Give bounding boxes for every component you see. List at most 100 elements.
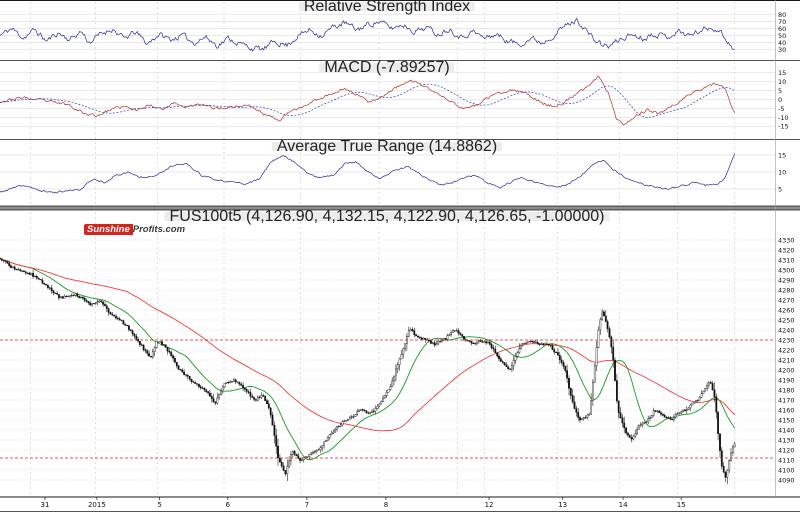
candle-body [733, 443, 736, 448]
candle-body [315, 449, 318, 452]
candle-body [442, 338, 445, 341]
candle-body [558, 355, 561, 361]
candle-body [223, 383, 226, 388]
candle-body [343, 420, 346, 422]
candle-body [444, 338, 447, 340]
candle-body [413, 330, 416, 335]
candle-body [527, 341, 530, 343]
candle-body [658, 410, 661, 413]
y-tick-label: 4290 [778, 276, 795, 284]
candle-body [564, 366, 567, 371]
x-tick-label: 14 [619, 501, 628, 509]
candle-body [546, 343, 548, 345]
candle-body [221, 386, 224, 392]
candle-body [382, 397, 384, 402]
candle-body [391, 380, 394, 387]
candle-body [428, 340, 430, 342]
candle-body [319, 447, 322, 450]
y-tick-label: 4150 [778, 416, 795, 424]
candle-body [293, 451, 296, 455]
candle-body [542, 343, 545, 346]
candle-body [291, 451, 294, 455]
y-tick-label: 4240 [778, 326, 795, 334]
candle-body [41, 279, 44, 284]
candle-body [138, 341, 141, 345]
candle-body [378, 403, 381, 407]
y-tick-label: 5 [778, 185, 782, 193]
candle-body [67, 295, 70, 297]
x-tick-label: 7 [305, 501, 309, 509]
candle-body [544, 343, 546, 346]
candle-body [496, 352, 499, 357]
candle-body [251, 396, 254, 398]
candle-body [113, 314, 116, 317]
candle-body [194, 381, 197, 384]
candle-body [264, 395, 267, 402]
candle-body [279, 457, 281, 463]
candle-body [87, 301, 90, 303]
candle-body [512, 360, 515, 366]
x-tick-label: 8 [384, 501, 388, 509]
candle-body [199, 386, 202, 389]
candle-body [468, 340, 471, 342]
candle-body [715, 396, 718, 413]
macd-panel-title: MACD (-7.89257) [319, 60, 455, 76]
candle-body [218, 394, 220, 399]
candle-body [660, 412, 662, 415]
y-tick-label: 4130 [778, 436, 795, 444]
candle-body [577, 412, 580, 418]
y-tick-label: 4190 [778, 376, 795, 384]
candle-body [267, 403, 270, 409]
candle-body [389, 386, 392, 390]
candle-body [216, 397, 219, 404]
candle-body [582, 417, 585, 420]
candle-body [706, 385, 709, 389]
candle-body [161, 341, 163, 345]
candle-body [560, 359, 563, 363]
candle-body [341, 421, 344, 426]
candle-body [52, 290, 55, 294]
candle-body [262, 395, 265, 397]
candle-body [461, 334, 464, 337]
candle-body [601, 311, 604, 320]
candle-body [172, 355, 174, 359]
y-tick-label: 10 [778, 168, 786, 176]
candle-body [175, 362, 178, 367]
fast-ma-line [0, 258, 736, 461]
candle-body [372, 410, 375, 412]
candle-body [203, 388, 206, 391]
candle-body [74, 293, 77, 296]
candle-body [579, 417, 581, 421]
candle-body [126, 325, 129, 327]
candle-body [302, 457, 305, 461]
candle-body [104, 304, 106, 307]
candle-body [549, 344, 552, 346]
candle-body [179, 369, 182, 371]
candle-body [455, 330, 458, 332]
candle-body [533, 341, 535, 343]
candle-body [142, 344, 145, 351]
candle-body [514, 356, 517, 361]
candle-body [448, 334, 451, 336]
candle-body [612, 346, 615, 361]
candle-body [573, 401, 576, 409]
candle-body [21, 270, 23, 272]
candle-body [325, 440, 327, 442]
y-tick-label: 4330 [778, 236, 795, 244]
candle-body [196, 383, 198, 385]
candle-body [135, 335, 138, 340]
candle-body [150, 356, 152, 358]
y-tick-label: 4090 [778, 476, 795, 484]
candle-body [107, 308, 110, 313]
candle-body [354, 414, 357, 417]
y-tick-label: 4220 [778, 346, 795, 354]
candle-body [360, 409, 362, 411]
candle-body [127, 325, 130, 330]
sunshineprofits-logo[interactable]: Sunshine Profits.com [84, 224, 185, 235]
candle-body [197, 384, 200, 387]
candle-body [102, 301, 105, 305]
y-tick-label: -15 [778, 123, 789, 131]
candle-body [140, 344, 143, 346]
candle-body [334, 429, 336, 433]
